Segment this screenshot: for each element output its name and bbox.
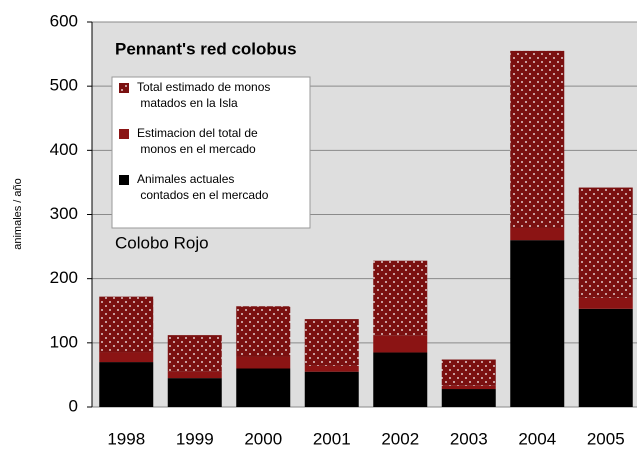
legend-swatch [119,175,129,185]
y-tick-label: 300 [50,204,78,223]
bar-segment [167,335,222,372]
legend-label: Total estimado de monos matados en la Is… [137,80,270,110]
y-tick-label: 600 [50,11,78,30]
x-tick-label: 2000 [244,429,282,448]
legend-label: Animales actuales contados en el mercado [137,172,269,202]
x-tick-label: 2002 [381,429,419,448]
bar-segment [236,356,291,369]
bar-segment [578,297,633,309]
bar-segment [510,227,565,241]
legend-label: Estimacion del total de monos en el merc… [137,126,258,156]
bar-segment [510,240,565,407]
legend-swatch [119,83,129,93]
bar-segment [373,352,428,407]
bar-segment [304,365,359,372]
bar-segment [167,378,222,407]
bar-segment [304,319,359,366]
legend-swatch [119,129,129,139]
bar-segment [441,385,496,390]
y-tick-label: 500 [50,76,78,95]
legend-box [111,76,311,229]
bar-segment [578,308,633,407]
x-tick-label: 2005 [587,429,625,448]
x-tick-label: 2003 [450,429,488,448]
y-axis-label: animales / año [12,178,24,250]
bar-segment [304,371,359,407]
bar-segment [99,362,154,407]
bar-segment [236,368,291,407]
bar-segment [167,371,222,379]
x-tick-label: 1999 [176,429,214,448]
bar-segment [578,187,633,298]
y-tick-label: 100 [50,332,78,351]
chart-title: Pennant's red colobus [115,39,297,58]
bar-segment [441,359,496,386]
x-tick-label: 1998 [107,429,145,448]
y-tick-label: 400 [50,140,78,159]
bar-segment [99,352,154,363]
bar-segment [510,50,565,228]
y-tick-label: 200 [50,268,78,287]
bar-segment [373,260,428,336]
bar-segment [99,296,154,353]
x-tick-label: 2004 [518,429,556,448]
y-tick-label: 0 [69,396,78,415]
annotation: Colobo Rojo [115,233,209,252]
bar-segment [373,335,428,353]
bar-segment [441,389,496,407]
bar-segment [236,306,291,357]
x-tick-label: 2001 [313,429,351,448]
